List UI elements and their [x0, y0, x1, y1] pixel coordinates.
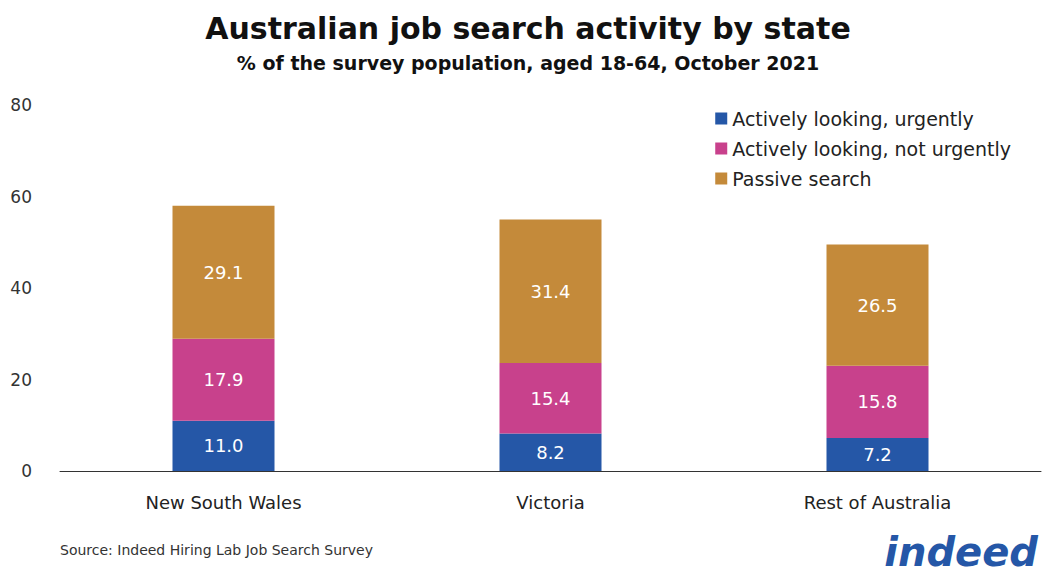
- svg-text:Actively looking, not urgently: Actively looking, not urgently: [732, 138, 1011, 160]
- svg-text:7.2: 7.2: [863, 444, 892, 465]
- svg-text:20: 20: [10, 370, 32, 390]
- svg-text:Source: Indeed Hiring Lab Job: Source: Indeed Hiring Lab Job Search Sur…: [60, 542, 373, 558]
- svg-text:29.1: 29.1: [203, 262, 243, 283]
- svg-text:indeed: indeed: [884, 529, 1038, 575]
- svg-text:26.5: 26.5: [857, 295, 897, 316]
- svg-text:60: 60: [10, 187, 32, 207]
- svg-text:17.9: 17.9: [203, 369, 243, 390]
- svg-text:Rest of Australia: Rest of Australia: [804, 492, 952, 513]
- svg-text:15.8: 15.8: [857, 391, 897, 412]
- svg-text:% of the survey population, ag: % of the survey population, aged 18-64, …: [237, 52, 819, 74]
- svg-text:0: 0: [21, 461, 32, 481]
- svg-text:Australian job search activity: Australian job search activity by state: [205, 11, 851, 46]
- svg-text:31.4: 31.4: [530, 281, 570, 302]
- svg-text:Victoria: Victoria: [516, 492, 584, 513]
- svg-text:40: 40: [10, 278, 32, 298]
- svg-text:15.4: 15.4: [530, 388, 570, 409]
- svg-text:Actively looking, urgently: Actively looking, urgently: [732, 108, 974, 130]
- svg-text:Passive search: Passive search: [732, 168, 871, 190]
- svg-text:8.2: 8.2: [536, 442, 565, 463]
- svg-text:80: 80: [10, 95, 32, 115]
- svg-text:11.0: 11.0: [203, 435, 243, 456]
- svg-text:New South Wales: New South Wales: [145, 492, 301, 513]
